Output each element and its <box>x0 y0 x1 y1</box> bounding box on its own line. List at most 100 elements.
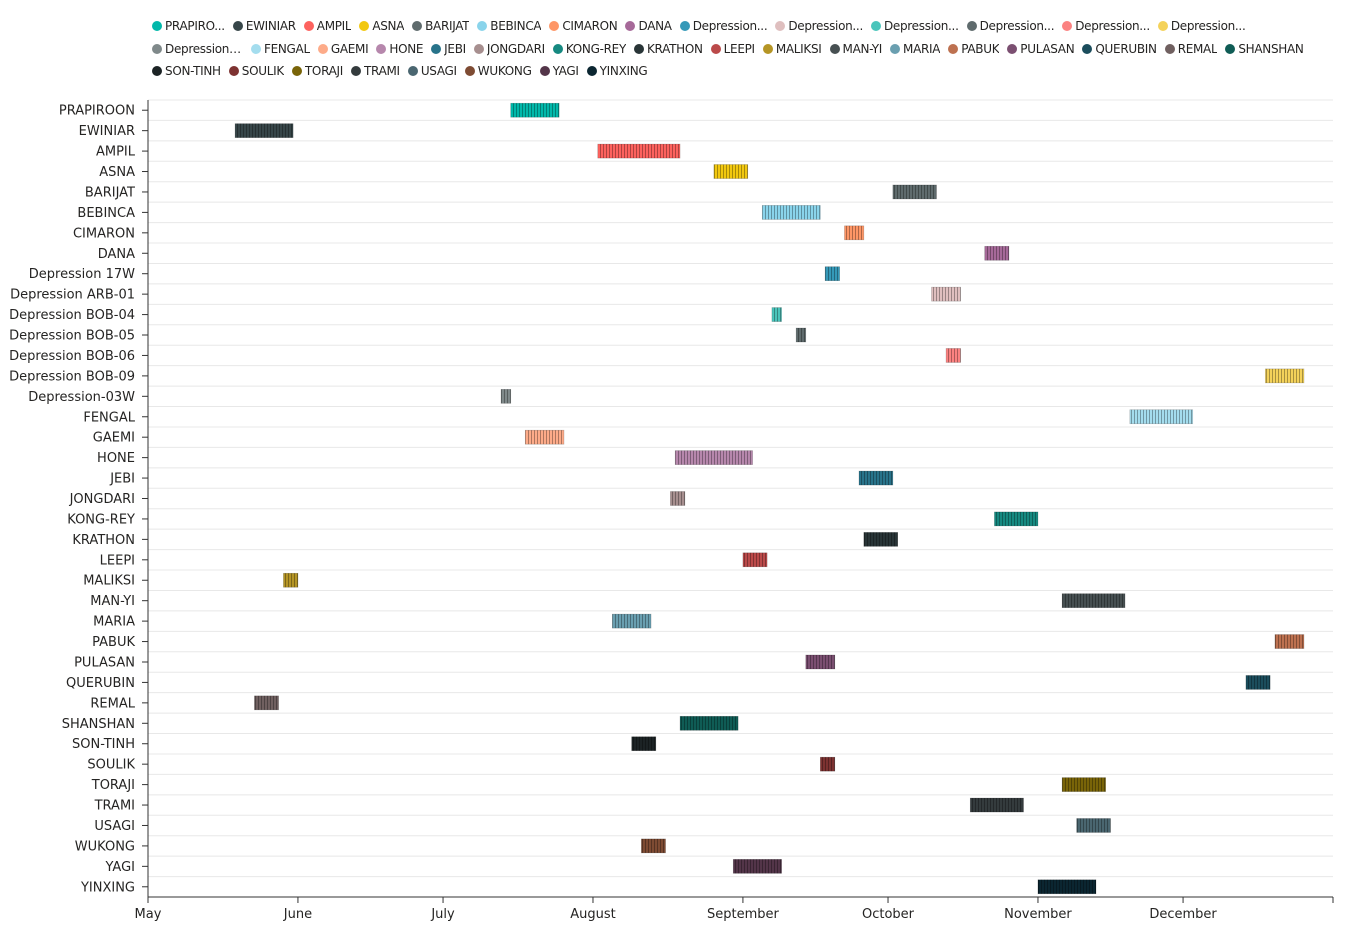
bar[interactable] <box>674 450 753 465</box>
bar[interactable] <box>679 715 739 731</box>
legend-item[interactable]: TORAJI <box>291 62 343 80</box>
legend-item[interactable]: GAEMI <box>317 40 368 58</box>
legend-swatch <box>412 21 423 31</box>
bar[interactable] <box>742 552 768 568</box>
bar[interactable] <box>805 654 836 670</box>
bar[interactable] <box>863 532 898 547</box>
bar[interactable] <box>612 613 652 629</box>
legend-item[interactable]: WUKONG <box>464 62 532 80</box>
bar[interactable] <box>631 736 657 752</box>
legend-item[interactable]: SOULIK <box>228 62 284 80</box>
bar[interactable] <box>500 389 512 404</box>
bar[interactable] <box>510 102 560 118</box>
bar[interactable] <box>858 470 894 486</box>
legend-item[interactable]: JONGDARI <box>473 40 545 58</box>
bar[interactable] <box>931 286 961 302</box>
legend-item[interactable]: Depression... <box>775 17 863 35</box>
bar[interactable] <box>1061 593 1126 608</box>
x-tick-label: June <box>283 907 312 922</box>
legend-item[interactable]: JEBI <box>431 40 466 58</box>
bar[interactable] <box>824 266 840 282</box>
bar[interactable] <box>994 511 1039 527</box>
legend-item[interactable]: QUERUBIN <box>1082 40 1157 58</box>
y-tick-label: TRAMI <box>94 799 135 814</box>
bar[interactable] <box>713 164 749 179</box>
bar-texture <box>931 287 961 302</box>
legend-item[interactable]: Depression... <box>966 17 1054 35</box>
legend-item[interactable]: MALIKSI <box>762 40 822 58</box>
bar[interactable] <box>984 245 1010 261</box>
legend-item[interactable]: YAGI <box>539 62 579 80</box>
legend-item[interactable]: MARIA <box>890 40 940 58</box>
bar[interactable] <box>892 184 937 200</box>
legend-item[interactable]: DANA <box>625 17 672 35</box>
legend-item[interactable]: KONG-REY <box>552 40 626 58</box>
bar[interactable] <box>820 756 836 772</box>
legend-item[interactable]: TRAMI <box>351 62 400 80</box>
bar[interactable] <box>945 348 961 363</box>
y-tick-label: GAEMI <box>93 431 135 446</box>
legend-item[interactable]: Depression... <box>1062 17 1150 35</box>
legend-item[interactable]: FENGAL <box>251 40 310 58</box>
legend-item[interactable]: Depression... <box>1157 17 1245 35</box>
legend-swatch <box>376 43 387 54</box>
legend-swatch <box>890 43 901 54</box>
legend-item[interactable]: USAGI <box>407 62 457 80</box>
y-tick-label: BARIJAT <box>85 185 135 200</box>
bar[interactable] <box>771 307 782 322</box>
legend-item[interactable]: CIMARON <box>549 17 617 35</box>
legend-swatch <box>351 66 362 76</box>
bar[interactable] <box>1037 879 1097 895</box>
y-tick-label: Depression-03W <box>28 390 135 405</box>
legend-swatch <box>1157 21 1168 31</box>
bar[interactable] <box>641 838 666 854</box>
bar[interactable] <box>597 143 681 159</box>
legend-swatch <box>1082 43 1093 54</box>
legend-item[interactable]: MAN-YI <box>829 40 882 58</box>
bar[interactable] <box>1264 368 1305 384</box>
bar[interactable] <box>844 225 865 241</box>
legend-item[interactable]: BEBINCA <box>477 17 541 35</box>
bar[interactable] <box>524 429 565 445</box>
legend-item[interactable]: PABUK <box>948 40 999 58</box>
legend-item[interactable]: PULASAN <box>1007 40 1074 58</box>
bar[interactable] <box>1274 634 1305 649</box>
bar-texture <box>680 716 739 731</box>
legend-item[interactable]: HONE <box>376 40 423 58</box>
bar[interactable] <box>1129 409 1194 425</box>
bar[interactable] <box>761 205 821 220</box>
legend-item[interactable]: REMAL <box>1164 40 1217 58</box>
legend-item[interactable]: Depression-... <box>152 40 243 58</box>
legend-item[interactable]: PRAPIRO... <box>152 17 225 35</box>
legend-item[interactable]: SHANSHAN <box>1225 40 1304 58</box>
legend-item[interactable]: EWINIAR <box>232 17 296 35</box>
legend-item[interactable]: BARIJAT <box>412 17 469 35</box>
bar[interactable] <box>234 123 294 138</box>
legend-item[interactable]: Depression... <box>679 17 767 35</box>
legend-swatch <box>228 66 239 76</box>
bar[interactable] <box>795 327 807 343</box>
bar[interactable] <box>1076 818 1111 833</box>
legend-item[interactable]: Depression... <box>870 17 959 35</box>
bar[interactable] <box>283 572 299 588</box>
legend-swatch <box>586 66 597 76</box>
bar-texture <box>612 614 652 629</box>
legend-item[interactable]: AMPIL <box>303 17 351 35</box>
y-tick-label: JEBI <box>109 472 135 487</box>
bar[interactable] <box>732 859 782 874</box>
legend-item[interactable]: ASNA <box>359 17 404 35</box>
y-tick-label: Depression BOB-04 <box>9 308 135 323</box>
legend-item[interactable]: LEEPI <box>710 40 755 58</box>
bar[interactable] <box>1245 675 1271 690</box>
bar[interactable] <box>254 695 279 711</box>
legend-item[interactable]: KRATHON <box>633 40 703 58</box>
bar[interactable] <box>670 491 686 506</box>
y-tick-label: Depression BOB-06 <box>9 349 135 364</box>
bar-texture <box>254 695 279 710</box>
legend-item[interactable]: YINXING <box>586 62 647 80</box>
bar[interactable] <box>969 797 1024 813</box>
bar[interactable] <box>1061 777 1106 792</box>
chart-legend: PRAPIRO... EWINIAR AMPIL ASNA BARIJAT BEBINCA… <box>152 17 1312 85</box>
legend-swatch <box>1062 21 1073 31</box>
legend-item[interactable]: SON-TINH <box>152 62 221 80</box>
